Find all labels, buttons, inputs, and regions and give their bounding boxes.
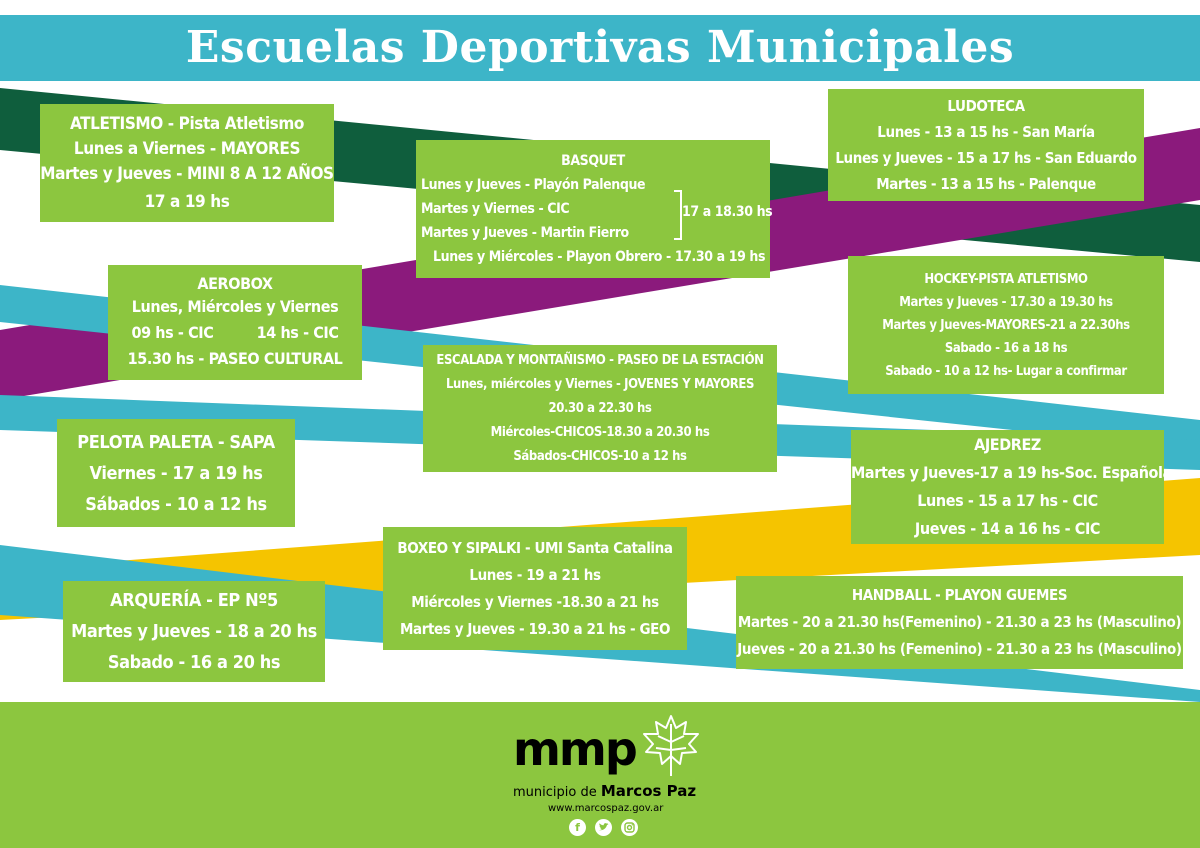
pelota-line: Sábados - 10 a 12 hs [85, 493, 267, 515]
card-handball: HANDBALL - PLAYON GUEMES Martes - 20 a 2… [736, 576, 1183, 669]
boxeo-line: Lunes - 19 a 21 hs [469, 565, 601, 584]
boxeo-line: Miércoles y Viernes -18.30 a 21 hs [411, 592, 659, 611]
basquet-line: Martes y Jueves - Martin Fierro [421, 225, 629, 241]
hockey-line: Sabado - 16 a 18 hs [944, 340, 1068, 356]
instagram-icon[interactable] [621, 819, 638, 836]
basquet-line: Lunes y Jueves - Playón Palenque [421, 177, 646, 193]
ajedrez-line: Lunes - 15 a 17 hs - CIC [917, 491, 1098, 510]
card-aerobox: AEROBOX Lunes, Miércoles y Viernes 09 hs… [108, 265, 362, 380]
card-pelota-paleta: PELOTA PALETA - SAPA Viernes - 17 a 19 h… [57, 419, 295, 527]
aerobox-title: AEROBOX [197, 273, 273, 293]
basquet-line: Lunes y Miércoles - Playon Obrero - 17.3… [433, 249, 766, 265]
escalada-line: Lunes, miércoles y Viernes - JOVENES Y M… [445, 376, 754, 392]
basquet-line: Martes y Viernes - CIC [421, 201, 570, 217]
card-basquet: BASQUET Lunes y Jueves - Playón Palenque… [416, 140, 773, 278]
handball-title: HANDBALL - PLAYON GUEMES [851, 586, 1068, 604]
ludoteca-line: Martes - 13 a 15 hs - Palenque [876, 175, 1096, 193]
atletismo-title: ATLETISMO - Pista Atletismo [69, 113, 305, 134]
pelota-title: PELOTA PALETA - SAPA [77, 431, 275, 453]
page-title: Escuelas Deportivas Municipales [185, 22, 1015, 73]
atletismo-line: Martes y Jueves - MINI 8 A 12 AÑOS [40, 163, 334, 184]
handball-line: Jueves - 20 a 21.30 hs (Femenino) - 21.3… [737, 640, 1182, 658]
facebook-icon[interactable]: f [569, 819, 586, 836]
aerobox-time1: 09 hs - CIC [131, 322, 214, 342]
basquet-bracket-time: 17 a 18.30 hs [682, 204, 773, 220]
basquet-title: BASQUET [561, 153, 625, 169]
card-ludoteca: LUDOTECA Lunes - 13 a 15 hs - San María … [828, 89, 1144, 201]
atletismo-line: 17 a 19 hs [144, 191, 230, 212]
pelota-line: Viernes - 17 a 19 hs [89, 462, 263, 484]
atletismo-line: Lunes a Viernes - MAYORES [73, 138, 301, 159]
aerobox-time2: 14 hs - CIC [256, 322, 339, 342]
card-boxeo: BOXEO Y SIPALKI - UMI Santa Catalina Lun… [383, 527, 687, 650]
handball-line: Martes - 20 a 21.30 hs(Femenino) - 21.30… [737, 613, 1182, 631]
twitter-icon[interactable] [595, 819, 612, 836]
ajedrez-line: Jueves - 14 a 16 hs - CIC [914, 519, 1101, 538]
aerobox-times: 09 hs - CIC 14 hs - CIC [108, 320, 362, 346]
card-arqueria: ARQUERÍA - EP Nº5 Martes y Jueves - 18 a… [63, 581, 325, 682]
hockey-title: HOCKEY-PISTA ATLETISMO [924, 271, 1088, 287]
aerobox-days: Lunes, Miércoles y Viernes [131, 296, 339, 316]
card-hockey: HOCKEY-PISTA ATLETISMO Martes y Jueves -… [848, 256, 1164, 394]
boxeo-line: Martes y Jueves - 19.30 a 21 hs - GEO [399, 619, 671, 638]
card-atletismo: ATLETISMO - Pista Atletismo Lunes a Vier… [40, 104, 334, 222]
boxeo-title: BOXEO Y SIPALKI - UMI Santa Catalina [397, 538, 673, 557]
basquet-bracket [674, 190, 682, 240]
aerobox-last: 15.30 hs - PASEO CULTURAL [127, 348, 343, 368]
arqueria-title: ARQUERÍA - EP Nº5 [110, 590, 278, 611]
footer-municipio-name: Marcos Paz [600, 782, 697, 800]
footer-municipio: municipio de Marcos Paz [513, 782, 696, 800]
ajedrez-line: Martes y Jueves-17 a 19 hs-Soc. Española [851, 463, 1172, 482]
ajedrez-title: AJEDREZ [974, 435, 1041, 454]
hockey-line: Sabado - 10 a 12 hs- Lugar a confirmar [885, 363, 1127, 379]
hockey-line: Martes y Jueves - 17.30 a 19.30 hs [899, 294, 1113, 310]
footer-logo: mmp [513, 722, 638, 776]
arqueria-line: Martes y Jueves - 18 a 20 hs [71, 621, 317, 642]
escalada-line: Sábados-CHICOS-10 a 12 hs [513, 448, 687, 464]
ludoteca-title: LUDOTECA [947, 97, 1025, 115]
card-escalada: ESCALADA Y MONTAÑISMO - PASEO DE LA ESTA… [423, 345, 777, 472]
footer-municipio-label: municipio de [513, 785, 597, 800]
leaf-icon [643, 715, 699, 776]
ludoteca-line: Lunes - 13 a 15 hs - San María [877, 123, 1095, 141]
arqueria-line: Sabado - 16 a 20 hs [107, 652, 281, 673]
footer-url[interactable]: www.marcospaz.gov.ar [548, 803, 664, 814]
escalada-title: ESCALADA Y MONTAÑISMO - PASEO DE LA ESTA… [436, 352, 764, 368]
footer: mmp municipio de Marcos Paz www.marcospa… [0, 702, 1200, 848]
hockey-line: Martes y Jueves-MAYORES-21 a 22.30hs [882, 317, 1130, 333]
card-ajedrez: AJEDREZ Martes y Jueves-17 a 19 hs-Soc. … [851, 430, 1172, 544]
header-banner: Escuelas Deportivas Municipales [0, 15, 1200, 81]
escalada-line: 20.30 a 22.30 hs [548, 400, 652, 416]
escalada-line: Miércoles-CHICOS-18.30 a 20.30 hs [490, 424, 710, 440]
ludoteca-line: Lunes y Jueves - 15 a 17 hs - San Eduard… [835, 149, 1137, 167]
